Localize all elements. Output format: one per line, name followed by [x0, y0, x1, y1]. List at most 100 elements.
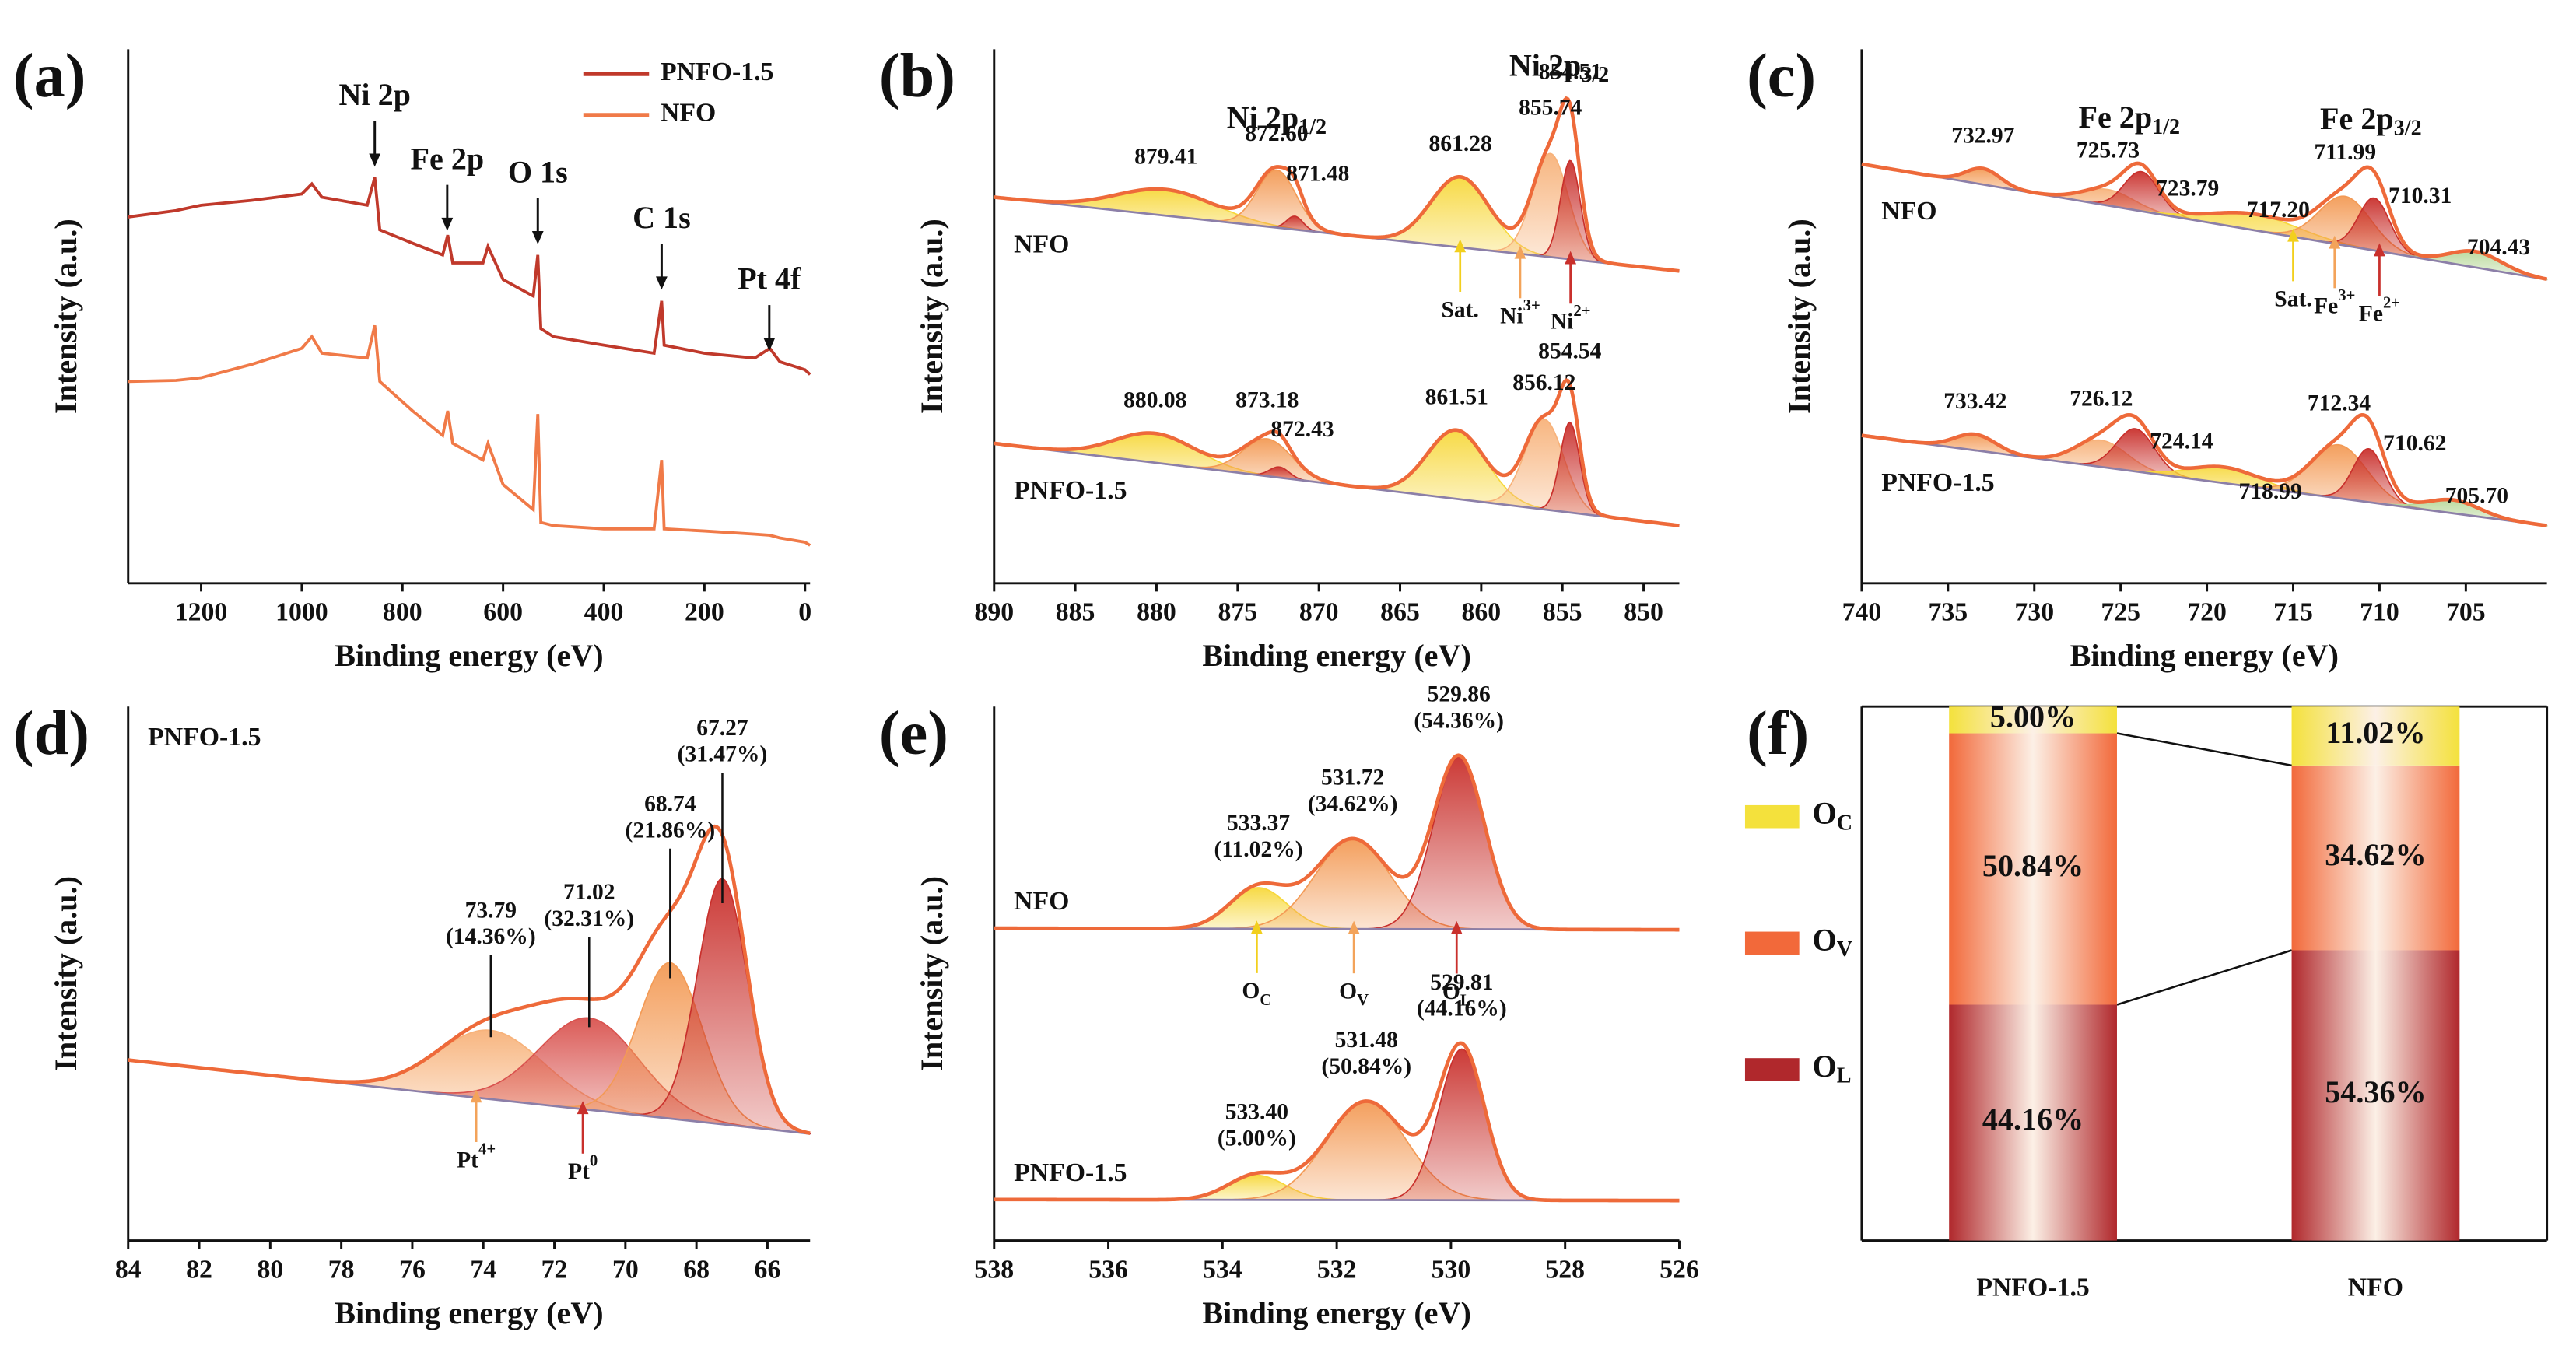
legend-label-main: O: [1813, 1049, 1837, 1084]
arrow-head: [2287, 228, 2299, 242]
peak-annotation: O 1s: [508, 154, 568, 189]
value-label: 34.62%: [2325, 837, 2426, 872]
x-tick-label: 710: [2360, 598, 2399, 627]
component-marker-sub: V: [1357, 992, 1369, 1009]
y-axis-title: Intensity (a.u.): [914, 876, 949, 1071]
component-marker-main: Fe: [2359, 301, 2383, 326]
peak-area-label: (5.00%): [1218, 1126, 1296, 1151]
legend-swatch: [1744, 931, 1800, 955]
panel-label: (d): [13, 699, 89, 768]
component-marker-sub: L: [1460, 992, 1471, 1009]
panel-label: (f): [1747, 699, 1809, 768]
component-marker: Fe3+: [2314, 287, 2355, 319]
peak-annotation: Fe 2p: [410, 141, 484, 176]
peak-label: 872.43: [1270, 417, 1334, 442]
peak-area-label: (34.62%): [1308, 791, 1398, 816]
x-tick-label: 400: [584, 598, 624, 627]
peak-label: 712.34: [2308, 391, 2371, 415]
peak-label: 67.27: [696, 716, 748, 741]
envelope: [1861, 161, 2548, 282]
envelope: [128, 824, 811, 1135]
arrow-head: [1250, 920, 1263, 934]
value-label: 5.00%: [1990, 699, 2076, 734]
value-label: 11.02%: [2325, 715, 2425, 750]
x-tick-label: 536: [1088, 1255, 1128, 1284]
component-marker: OL: [1442, 979, 1471, 1010]
legend-label: OV: [1813, 923, 1852, 962]
peak-area-label: (50.84%): [1321, 1054, 1411, 1079]
region-header-sub: 3/2: [2394, 117, 2422, 141]
x-tick-label: 70: [612, 1255, 639, 1284]
component-marker: Pt0: [568, 1152, 598, 1184]
component-marker-main: O: [1242, 979, 1260, 1004]
component-marker-main: Ni: [1551, 309, 1574, 334]
envelope: [1861, 412, 2547, 527]
component-marker-main: Ni: [1500, 303, 1523, 328]
peak-label: 533.40: [1225, 1100, 1288, 1125]
peak-label: 733.42: [1943, 389, 2006, 414]
spectrum-label: PNFO-1.5: [148, 723, 261, 752]
x-tick-label: 600: [483, 598, 523, 627]
arrow-head: [1348, 920, 1360, 934]
x-tick-label: 68: [683, 1255, 710, 1284]
panel-label: (c): [1747, 41, 1816, 110]
x-tick-label: 725: [2101, 598, 2140, 627]
region-header-sub: 1/2: [2152, 115, 2180, 139]
component-marker-main: Pt: [568, 1159, 590, 1184]
peak-label: 717.20: [2247, 198, 2310, 222]
x-tick-label: 850: [1624, 598, 1663, 627]
region-header-sub: 3/2: [1581, 64, 1609, 88]
x-tick-label: 76: [399, 1255, 426, 1284]
component-marker: Fe2+: [2359, 294, 2400, 326]
component-marker-main: Pt: [457, 1148, 478, 1172]
peak-label: 531.72: [1321, 766, 1384, 790]
x-tick-label: 532: [1317, 1255, 1357, 1284]
spectrum-label: PNFO-1.5: [1014, 1158, 1127, 1187]
peak-label: 533.37: [1227, 811, 1290, 836]
component-marker-sup: 2+: [2383, 294, 2400, 311]
peak-label: 529.81: [1430, 970, 1493, 995]
x-tick-label: 78: [328, 1255, 355, 1284]
region-header-main: Fe 2p: [2320, 101, 2394, 136]
peak-area-label: (11.02%): [1214, 837, 1303, 862]
legend-label-main: O: [1813, 923, 1837, 958]
component-marker: Sat.: [2274, 286, 2311, 311]
x-tick-label: 534: [1203, 1255, 1242, 1284]
component-marker-sub: C: [1260, 992, 1271, 1009]
x-tick-label: 1200: [175, 598, 228, 627]
value-label: 54.36%: [2325, 1074, 2426, 1109]
peak-area-label: (44.16%): [1417, 997, 1507, 1021]
peak-label: 531.48: [1335, 1028, 1398, 1053]
arrow-head: [577, 1101, 589, 1115]
spectrum-line: [128, 177, 811, 376]
x-tick-label: 72: [541, 1255, 568, 1284]
component-marker-main: Fe: [2314, 293, 2338, 318]
x-tick-label: 720: [2187, 598, 2227, 627]
peak-label: 73.79: [465, 898, 517, 923]
envelope: [994, 753, 1680, 932]
y-axis-title: Intensity (a.u.): [914, 219, 949, 414]
envelope: [994, 1041, 1680, 1203]
peak-label: 861.28: [1429, 131, 1492, 156]
region-header-main: Ni 2p: [1227, 100, 1299, 135]
peak-label: 529.86: [1428, 682, 1491, 707]
legend-swatch: [1744, 1058, 1800, 1081]
peak-label: 724.14: [2150, 429, 2213, 454]
peak-label: 854.54: [1538, 339, 1601, 364]
spectrum-label: PNFO-1.5: [1014, 476, 1127, 505]
peak-label: 880.08: [1123, 388, 1186, 413]
component-marker: OC: [1242, 979, 1271, 1009]
arrow-head: [470, 1089, 482, 1103]
arrow-head: [1565, 251, 1577, 265]
legend-label-sub: V: [1837, 937, 1852, 962]
x-tick-label: 84: [115, 1255, 142, 1284]
x-tick-label: 528: [1545, 1255, 1585, 1284]
spectrum-line: [128, 324, 811, 547]
peak-area-label: (31.47%): [678, 742, 768, 767]
peak-label: 873.18: [1235, 388, 1299, 413]
baseline: [1861, 163, 2547, 281]
x-tick-label: 526: [1660, 1255, 1699, 1284]
bar-segment: [2291, 706, 2460, 766]
y-axis-title: Intensity (a.u.): [1782, 219, 1817, 414]
panel-label: (e): [879, 699, 948, 768]
